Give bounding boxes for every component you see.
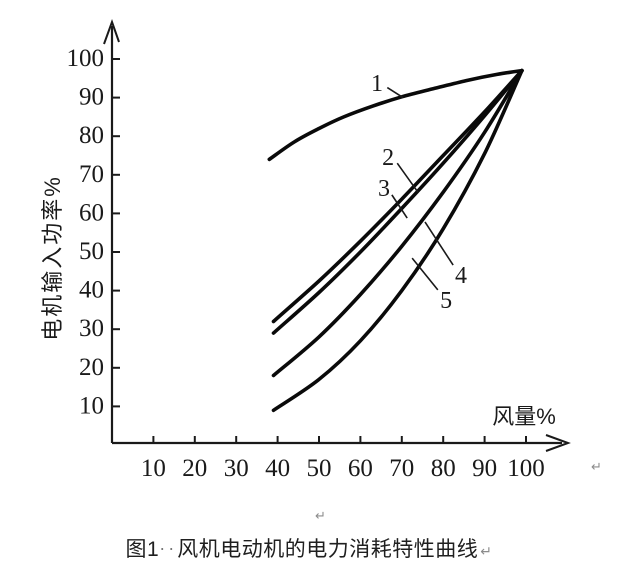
x-axis-title: 风量% <box>492 404 556 429</box>
curve-1-number-label: 1 <box>371 71 383 97</box>
curve-2-line <box>271 68 524 324</box>
x-tick-label: 20 <box>182 455 207 482</box>
curve-2-number-label: 2 <box>382 145 394 171</box>
x-tick-label: 60 <box>348 455 373 482</box>
y-tick-label: 90 <box>79 84 104 111</box>
curve-4-leader-line <box>424 221 454 266</box>
figure-caption: 图1··风机电动机的电力消耗特性曲线 ↵ <box>0 533 618 563</box>
y-tick-label: 70 <box>79 161 104 188</box>
curve-5-leader-line <box>411 257 439 291</box>
x-tick-label: 70 <box>389 455 414 482</box>
y-tick-label: 50 <box>79 238 104 265</box>
x-tick-label: 30 <box>224 455 249 482</box>
x-tick-label: 80 <box>431 455 456 482</box>
space-formatting-dots: ·· <box>159 538 178 558</box>
y-tick-label: 60 <box>79 199 104 226</box>
curve-3-line <box>271 68 524 335</box>
y-axis-title: 电机输入功率% <box>40 175 65 341</box>
curve-4-number-label: 4 <box>455 263 467 289</box>
curve-3-number-label: 3 <box>378 176 390 202</box>
y-tick-label: 20 <box>79 354 104 381</box>
figure-caption-title: 风机电动机的电力消耗特性曲线 <box>177 538 479 561</box>
x-tick-label: 40 <box>265 455 290 482</box>
curve-4-line <box>271 68 524 378</box>
curve-3-leader-line <box>391 194 408 219</box>
x-tick-label: 50 <box>307 455 332 482</box>
x-tick-label: 90 <box>472 455 497 482</box>
y-tick-label: 30 <box>79 315 104 342</box>
y-tick-label: 10 <box>79 392 104 419</box>
curve-5-number-label: 5 <box>440 288 452 314</box>
y-tick-label: 40 <box>79 277 104 304</box>
y-tick-label: 80 <box>79 122 104 149</box>
paragraph-mark: ↵ <box>315 509 326 524</box>
fan-power-consumption-chart: 10 20 30 40 50 60 70 80 90 100 10 20 30 40 50 60 70 80 90 1… <box>40 19 571 482</box>
curve-2-leader-line <box>396 162 419 193</box>
curve-1-line <box>267 68 524 162</box>
curve-5-line <box>271 68 524 413</box>
x-tick-label: 10 <box>141 455 166 482</box>
paragraph-mark: ↵ <box>591 460 602 475</box>
curve-1-leader-line <box>386 86 404 99</box>
paragraph-mark: ↵ <box>480 544 493 560</box>
figure-caption-prefix: 图1 <box>125 538 160 561</box>
x-tick-label: 100 <box>507 455 545 482</box>
y-tick-label: 100 <box>67 45 105 72</box>
x-axis-arrow-icon <box>545 434 571 452</box>
y-axis-arrow-icon <box>103 19 120 45</box>
